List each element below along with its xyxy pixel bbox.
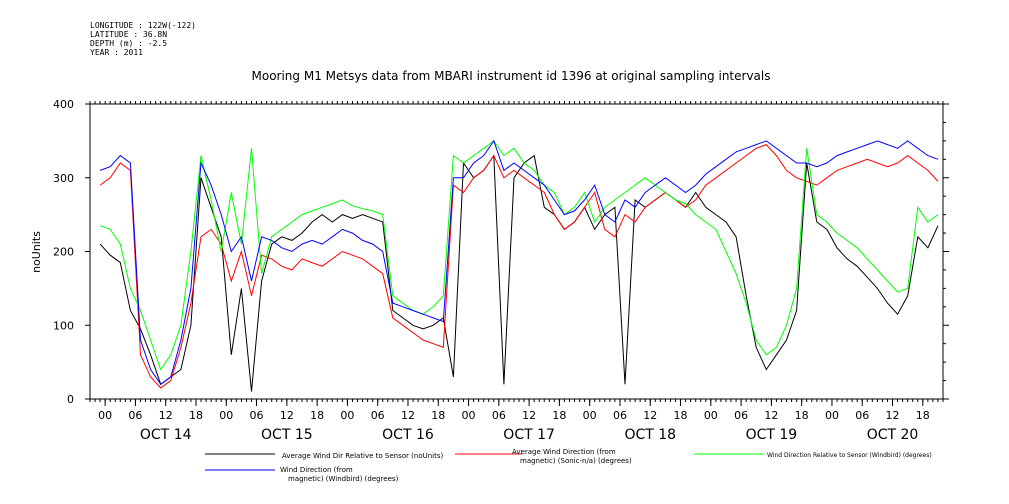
legend-label-4: Wind Direction (from magnetic) (Windbird)… <box>280 466 399 483</box>
x-tick-label: 00 <box>219 409 233 422</box>
y-axis-label: noUnits <box>30 231 43 273</box>
y-tick-label: 400 <box>53 98 74 111</box>
day-label: OCT 19 <box>746 427 798 443</box>
x-tick-label: 18 <box>916 409 930 422</box>
series-line-3 <box>99 140 939 371</box>
day-label: OCT 18 <box>624 427 676 443</box>
y-tick-label: 300 <box>53 172 74 185</box>
x-tick-label: 06 <box>371 409 385 422</box>
day-label: OCT 20 <box>867 427 919 443</box>
x-tick-label: 06 <box>250 409 264 422</box>
day-label: OCT 16 <box>382 427 434 443</box>
x-tick-label: 12 <box>764 409 778 422</box>
x-tick-label: 06 <box>492 409 506 422</box>
chart-title: Mooring M1 Metsys data from MBARI instru… <box>252 69 771 83</box>
x-tick-label: 00 <box>704 409 718 422</box>
x-tick-label: 00 <box>583 409 597 422</box>
x-tick-label: 18 <box>674 409 688 422</box>
x-tick-label: 18 <box>795 409 809 422</box>
series-line-2 <box>99 144 939 389</box>
day-label: OCT 17 <box>503 427 555 443</box>
y-tick-label: 0 <box>67 393 74 406</box>
x-tick-label: 06 <box>734 409 748 422</box>
depth-text: DEPTH (m) : -2.5 <box>90 39 168 48</box>
x-tick-label: 12 <box>886 409 900 422</box>
day-label: OCT 14 <box>140 427 192 443</box>
x-tick-label: 00 <box>825 409 839 422</box>
y-tick-label: 100 <box>53 319 74 332</box>
plot-frame <box>89 103 944 400</box>
x-tick-label: 12 <box>280 409 294 422</box>
x-tick-label: 06 <box>128 409 142 422</box>
x-tick-label: 06 <box>613 409 627 422</box>
y-tick-label: 200 <box>53 246 74 259</box>
series-line-1 <box>99 154 939 392</box>
x-tick-label: 12 <box>159 409 173 422</box>
x-tick-label: 18 <box>189 409 203 422</box>
x-tick-label: 12 <box>643 409 657 422</box>
longitude-text: LONGITUDE : 122W(-122) <box>90 21 196 30</box>
legend-label-3: Wind Direction Relative to Sensor (Windb… <box>767 452 932 459</box>
x-tick-label: 00 <box>462 409 476 422</box>
year-text: YEAR : 2011 <box>90 48 143 57</box>
x-tick-label: 00 <box>340 409 354 422</box>
x-tick-label: 00 <box>98 409 112 422</box>
legend-label-2: Average Wind Direction (from magnetic) (S… <box>512 448 632 465</box>
legend-label-1: Average Wind Dir Relative to Sensor (noU… <box>282 452 443 460</box>
series-line-4 <box>99 139 939 386</box>
legend: Average Wind Dir Relative to Sensor (noU… <box>205 448 932 483</box>
metadata-block: LONGITUDE : 122W(-122) LATITUDE : 36.8N … <box>90 21 196 57</box>
x-tick-label: 06 <box>855 409 869 422</box>
x-tick-label: 18 <box>431 409 445 422</box>
x-tick-label: 18 <box>552 409 566 422</box>
x-tick-label: 12 <box>401 409 415 422</box>
day-label: OCT 15 <box>261 427 313 443</box>
x-tick-label: 18 <box>310 409 324 422</box>
x-tick-label: 12 <box>522 409 536 422</box>
latitude-text: LATITUDE : 36.8N <box>90 30 168 39</box>
